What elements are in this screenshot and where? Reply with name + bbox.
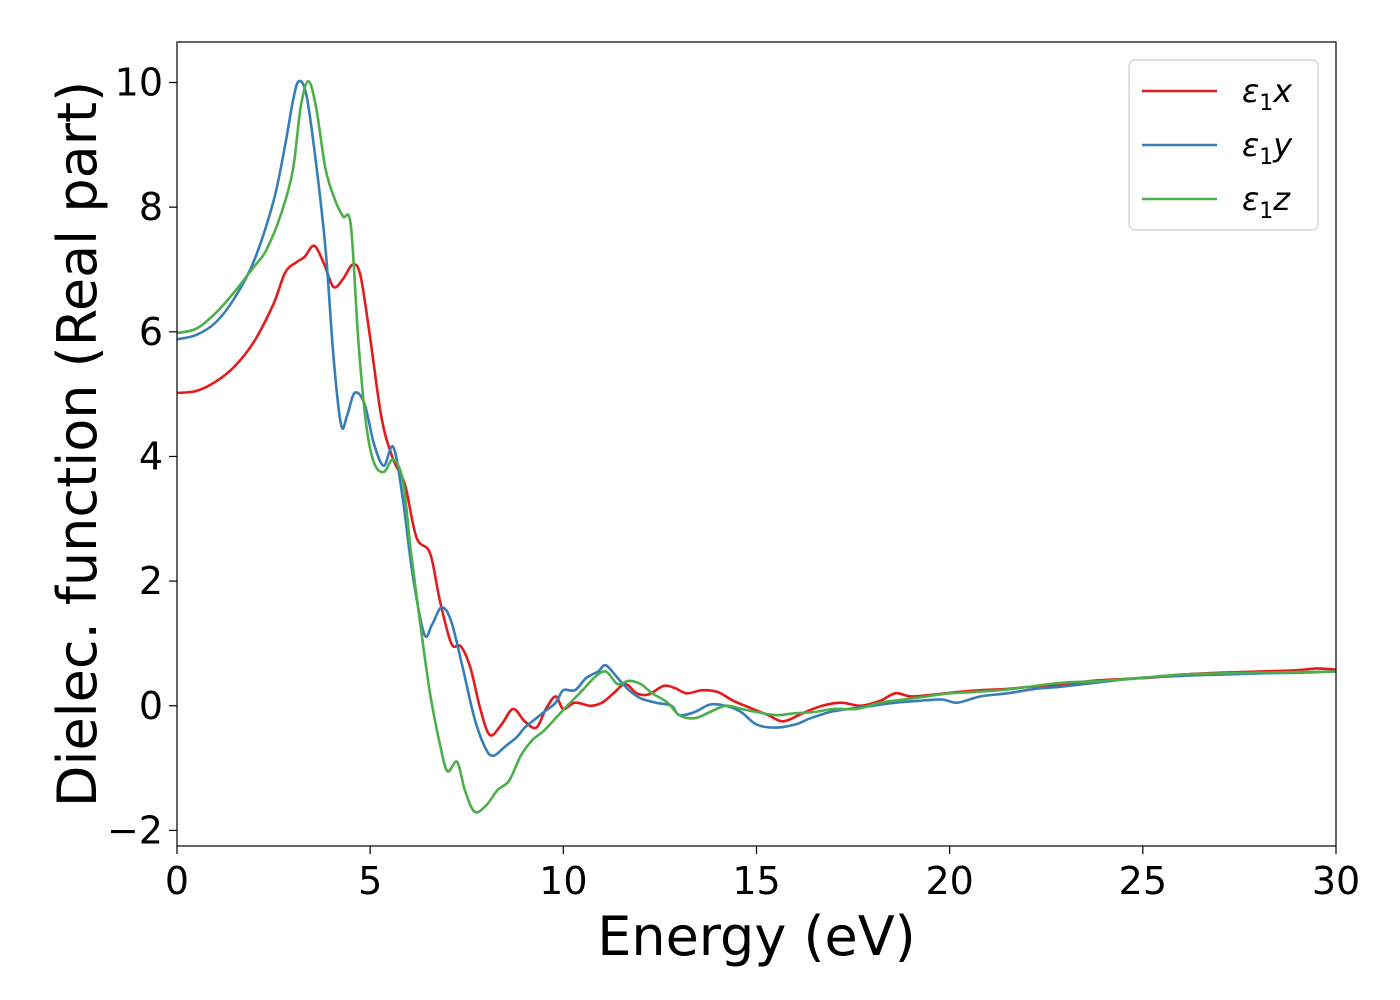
y-tick-label: −2 [107,808,163,852]
series-line-z [177,80,1336,814]
legend-entry-z: ε1z [1142,180,1291,224]
y-tick-label: 10 [115,61,163,105]
x-tick-label: 15 [732,859,780,903]
y-tick-label: 6 [139,310,163,354]
x-tick-label: 25 [1119,859,1167,903]
x-tick-label: 30 [1312,859,1360,903]
x-tick-label: 0 [165,859,189,903]
legend: ε1x ε1y ε1z [1128,59,1319,231]
x-tick-label: 5 [358,859,382,903]
series-lines [177,79,1336,814]
x-tick-label: 10 [539,859,587,903]
y-axis: −2 0 2 4 6 8 10 [107,61,177,852]
y-tick-label: 4 [139,434,163,478]
legend-entry-x: ε1x [1142,72,1293,116]
x-axis-label: Energy (eV) [597,905,916,968]
series-line-y [177,79,1336,758]
y-tick-label: 2 [139,559,163,603]
y-tick-label: 8 [139,185,163,229]
legend-entry-y: ε1y [1142,126,1293,170]
x-tick-label: 20 [925,859,973,903]
x-axis: 0 5 10 15 20 25 30 [165,846,1360,903]
legend-label: ε1y [1242,126,1293,170]
series-line-x [177,244,1336,737]
y-axis-label: Dielec. function (Real part) [46,81,109,807]
y-tick-label: 0 [139,684,163,728]
legend-label: ε1x [1242,72,1293,116]
legend-label: ε1z [1242,180,1291,224]
legend-box [1128,59,1319,231]
